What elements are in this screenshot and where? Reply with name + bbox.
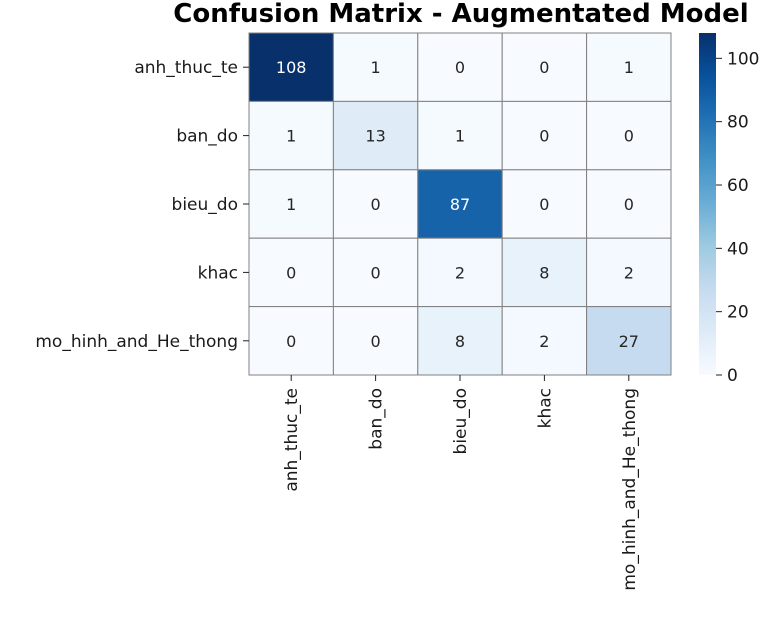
chart-title: Confusion Matrix - Augmentated Model bbox=[173, 0, 748, 29]
cell-value-label: 0 bbox=[371, 195, 381, 214]
heatmap-cell bbox=[332, 237, 419, 308]
colorbar-tick-label: 80 bbox=[727, 113, 749, 133]
heatmap-cell bbox=[332, 306, 419, 376]
cell-value-label: 1 bbox=[371, 58, 381, 77]
heatmap-cell bbox=[417, 32, 503, 102]
cell-value-label: 2 bbox=[539, 332, 549, 351]
cell-value-label: 13 bbox=[365, 127, 385, 146]
cell-value-label: 0 bbox=[286, 263, 296, 282]
cell-value-label: 0 bbox=[539, 195, 549, 214]
cell-value-label: 0 bbox=[286, 332, 296, 351]
heatmap-cell bbox=[586, 237, 672, 308]
heatmap-cells bbox=[248, 32, 672, 376]
x-tick-label: anh_thuc_te bbox=[282, 388, 302, 492]
cell-value-label: 8 bbox=[455, 332, 465, 351]
colorbar-tick-label: 100 bbox=[727, 49, 759, 69]
heatmap-cell bbox=[248, 32, 334, 102]
cell-value-label: 0 bbox=[371, 263, 381, 282]
x-tick-label: bieu_do bbox=[451, 388, 471, 454]
y-tick-label: khac bbox=[198, 263, 238, 283]
heatmap-cell bbox=[586, 169, 672, 239]
cell-value-label: 87 bbox=[450, 195, 470, 214]
cell-value-label: 0 bbox=[539, 127, 549, 146]
y-tick-label: ban_do bbox=[176, 127, 238, 147]
heatmap-cell bbox=[417, 100, 503, 171]
cell-value-label: 1 bbox=[455, 127, 465, 146]
cell-value-label: 27 bbox=[619, 332, 639, 351]
cell-value-label: 1 bbox=[286, 127, 296, 146]
cell-value-label: 0 bbox=[624, 127, 634, 146]
x-tick-label: khac bbox=[535, 388, 555, 428]
colorbar-gradient bbox=[699, 33, 716, 375]
heatmap-cell bbox=[248, 306, 334, 376]
heatmap-cell bbox=[417, 237, 503, 308]
heatmap-cell bbox=[586, 100, 672, 171]
heatmap-cell bbox=[586, 32, 672, 102]
cell-value-labels: 108 1 0 0 1 1 13 1 0 0 1 0 87 0 0 0 0 2 8 2 0 0 8 2 27 bbox=[276, 58, 639, 351]
heatmap-cell bbox=[248, 100, 334, 171]
colorbar-tick-label: 20 bbox=[727, 303, 749, 323]
cell-value-label: 8 bbox=[539, 263, 549, 282]
heatmap-cell bbox=[586, 306, 672, 376]
y-tick-label: bieu_do bbox=[172, 195, 238, 215]
colorbar-tick-label: 0 bbox=[727, 366, 738, 386]
x-tick-label: mo_hinh_and_He_thong bbox=[620, 388, 640, 591]
cell-value-label: 1 bbox=[624, 58, 634, 77]
cell-value-label: 108 bbox=[276, 58, 307, 77]
heatmap-cell bbox=[332, 32, 419, 102]
colorbar-ticks: 0 20 40 60 80 100 bbox=[716, 49, 759, 386]
y-tick-label: mo_hinh_and_He_thong bbox=[35, 332, 238, 352]
cell-value-label: 1 bbox=[286, 195, 296, 214]
heatmap-cell bbox=[501, 32, 588, 102]
colorbar-tick-label: 60 bbox=[727, 176, 749, 196]
heatmap-cell bbox=[417, 169, 503, 239]
cell-value-label: 0 bbox=[455, 58, 465, 77]
x-axis: anh_thuc_te ban_do bieu_do khac mo_hinh_and_… bbox=[282, 375, 640, 591]
heatmap-cell bbox=[332, 169, 419, 239]
cell-value-label: 0 bbox=[624, 195, 634, 214]
colorbar: 0 20 40 60 80 100 bbox=[699, 33, 759, 386]
cell-value-label: 0 bbox=[539, 58, 549, 77]
colorbar-tick-label: 40 bbox=[727, 239, 749, 259]
cell-value-label: 2 bbox=[624, 263, 634, 282]
cell-value-label: 2 bbox=[455, 263, 465, 282]
heatmap-cell bbox=[501, 169, 588, 239]
heatmap-cell bbox=[501, 237, 588, 308]
y-tick-label: anh_thuc_te bbox=[134, 58, 238, 78]
heatmap-cell bbox=[417, 306, 503, 376]
x-tick-label: ban_do bbox=[367, 388, 387, 450]
cell-value-label: 0 bbox=[371, 332, 381, 351]
